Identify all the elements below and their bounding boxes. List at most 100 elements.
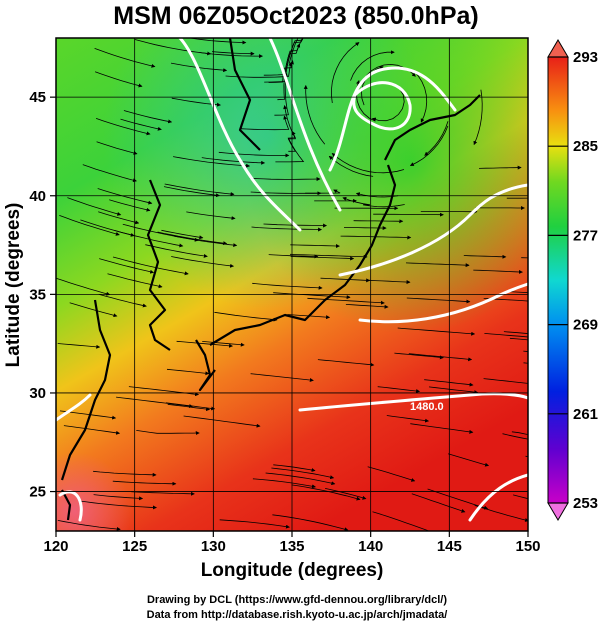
streamline bbox=[473, 89, 483, 146]
contour-line bbox=[58, 490, 83, 522]
streamline bbox=[67, 197, 122, 216]
streamline bbox=[483, 378, 528, 384]
streamline bbox=[509, 337, 528, 341]
streamline bbox=[290, 244, 340, 249]
streamline bbox=[109, 199, 151, 212]
y-tick-label: 25 bbox=[29, 484, 46, 501]
streamline bbox=[473, 269, 523, 274]
streamline bbox=[136, 430, 200, 436]
streamline bbox=[157, 231, 228, 246]
streamline bbox=[274, 72, 289, 116]
streamline bbox=[63, 425, 121, 435]
streamline bbox=[502, 433, 528, 440]
credit-line-1: Drawing by DCL (https://www.gfd-dennou.o… bbox=[147, 594, 447, 606]
colorbar-tick-label: 253 bbox=[573, 495, 598, 512]
x-tick-label: 120 bbox=[43, 538, 68, 555]
contour-line bbox=[56, 393, 92, 422]
streamline bbox=[474, 505, 528, 522]
streamline bbox=[428, 386, 479, 395]
streamline bbox=[367, 279, 411, 285]
streamline bbox=[166, 368, 210, 376]
streamline bbox=[186, 211, 236, 221]
x-tick-label: 135 bbox=[279, 538, 304, 555]
colorbar-tick-label: 277 bbox=[573, 227, 598, 244]
streamline bbox=[463, 254, 507, 259]
colorbar-tick-label: 269 bbox=[573, 317, 598, 334]
streamline bbox=[405, 262, 470, 268]
contour-line bbox=[358, 282, 528, 324]
streamline bbox=[94, 71, 143, 88]
streamline bbox=[252, 282, 323, 290]
streamline bbox=[331, 42, 360, 104]
streamline bbox=[271, 467, 335, 480]
streamline bbox=[345, 304, 389, 309]
streamline bbox=[424, 121, 449, 156]
streamline bbox=[57, 520, 121, 531]
coastline-north bbox=[228, 38, 261, 151]
streamline bbox=[219, 519, 290, 529]
streamline bbox=[367, 466, 416, 482]
y-tick-label: 30 bbox=[29, 385, 46, 402]
streamline bbox=[394, 352, 444, 360]
streamline bbox=[424, 379, 474, 387]
streamline bbox=[218, 151, 290, 158]
streamline bbox=[57, 343, 101, 349]
streamline bbox=[95, 118, 151, 136]
streamline bbox=[59, 215, 120, 236]
streamline bbox=[97, 188, 153, 205]
streamline bbox=[171, 256, 235, 268]
streamline bbox=[202, 341, 245, 347]
y-tick-label: 45 bbox=[29, 89, 46, 106]
streamline bbox=[290, 256, 355, 261]
y-tick-label: 35 bbox=[29, 286, 46, 303]
height-contours bbox=[56, 38, 528, 522]
streamline bbox=[69, 302, 118, 318]
streamline bbox=[377, 386, 421, 394]
y-tick-label: 40 bbox=[29, 188, 46, 205]
streamline bbox=[120, 118, 162, 131]
streamline bbox=[183, 415, 261, 428]
streamline bbox=[239, 115, 290, 131]
streamline bbox=[131, 491, 195, 496]
streamline bbox=[252, 478, 316, 489]
contour-line bbox=[338, 183, 528, 277]
streamline bbox=[249, 177, 321, 182]
colorbar-ticks: 293 285 277 269 261 253 bbox=[548, 49, 598, 512]
colorbar: 293 285 277 269 261 253 bbox=[547, 39, 598, 521]
streamline bbox=[265, 472, 336, 486]
y-axis-ticks: 25 30 35 40 45 bbox=[29, 89, 56, 501]
streamline bbox=[98, 211, 140, 225]
streamline bbox=[82, 164, 137, 183]
x-tick-label: 125 bbox=[122, 538, 147, 555]
streamline bbox=[353, 219, 404, 224]
streamline bbox=[289, 253, 368, 259]
streamline bbox=[134, 39, 212, 56]
streamline bbox=[56, 277, 111, 296]
streamline bbox=[286, 38, 304, 70]
streamline bbox=[268, 254, 319, 259]
streamline bbox=[508, 291, 528, 294]
coastline-hokkaido bbox=[384, 94, 481, 161]
map-plot-area: 1480.0 bbox=[56, 38, 528, 531]
contour-line bbox=[352, 81, 412, 131]
streamline bbox=[288, 38, 299, 64]
streamline bbox=[163, 186, 220, 198]
colorbar-top-arrow bbox=[547, 39, 569, 58]
streamline bbox=[427, 488, 489, 510]
streamline bbox=[410, 423, 474, 434]
x-axis-label: Longitude (degrees) bbox=[201, 560, 384, 581]
coastline-korea bbox=[146, 179, 171, 351]
coastline-china bbox=[60, 299, 112, 481]
chart-title: MSM 06Z05Oct2023 (850.0hPa) bbox=[113, 2, 478, 30]
streamline bbox=[307, 297, 385, 305]
streamline bbox=[214, 311, 278, 322]
credit-line-2: Data from http://database.rish.kyoto-u.a… bbox=[147, 609, 448, 621]
streamline bbox=[447, 453, 490, 467]
streamline bbox=[350, 50, 395, 81]
colorbar-tick-label: 285 bbox=[573, 138, 598, 155]
streamline bbox=[96, 141, 138, 155]
streamline bbox=[511, 431, 528, 435]
streamline bbox=[112, 256, 189, 276]
streamline bbox=[409, 125, 449, 166]
colorbar-gradient bbox=[547, 56, 569, 504]
